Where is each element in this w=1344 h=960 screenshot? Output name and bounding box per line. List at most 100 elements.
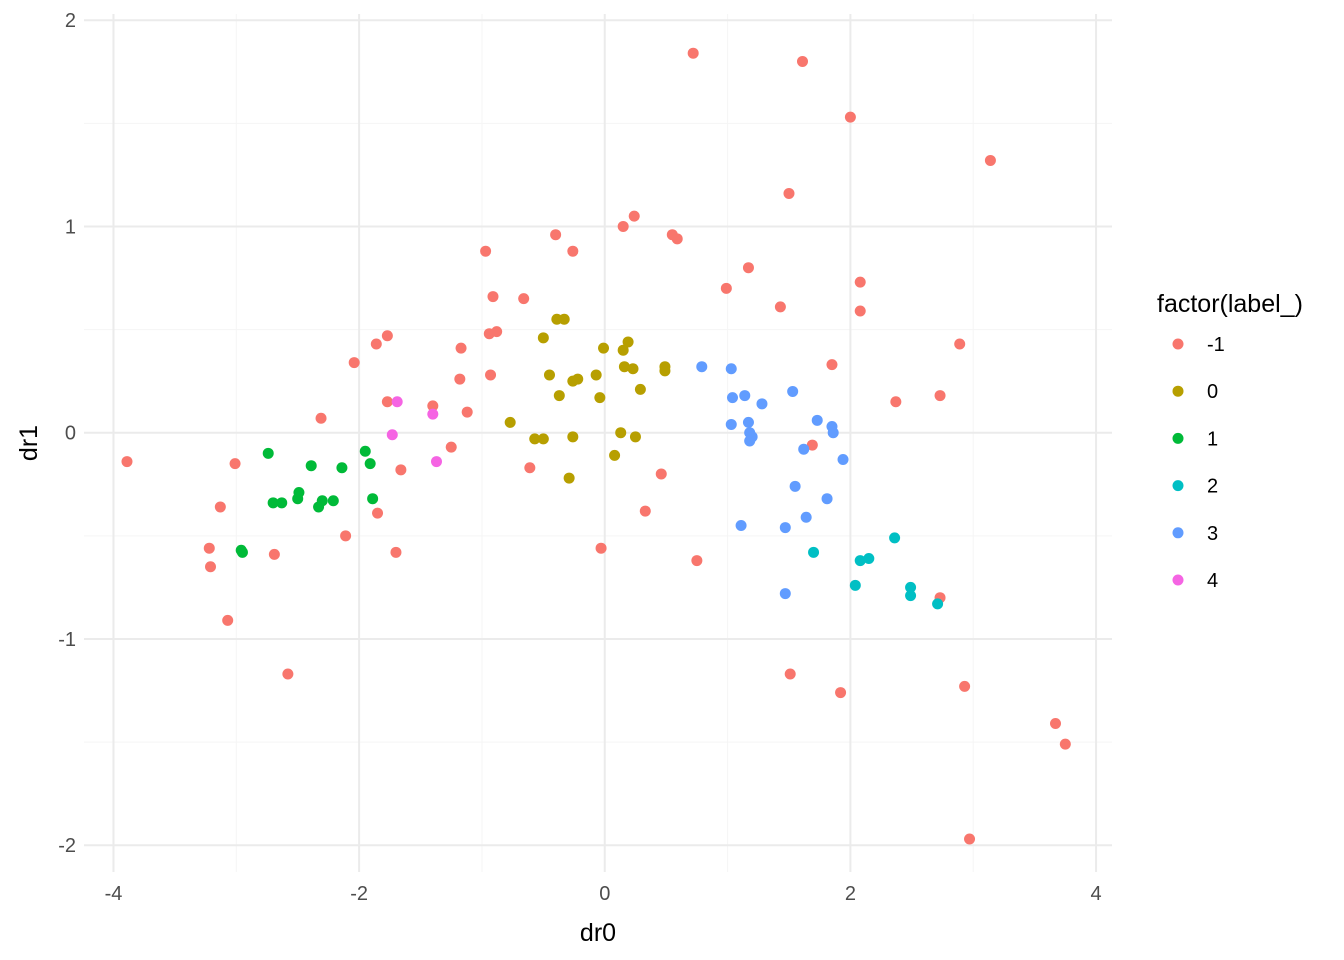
data-point--1 [480, 245, 492, 257]
data-point-3 [726, 392, 738, 404]
data-point-0 [567, 431, 579, 443]
data-point-3 [756, 398, 768, 410]
data-point--1 [454, 373, 466, 385]
data-point--1 [806, 439, 818, 451]
tick-labels: -4 -2 0 2 4 -2 -1 0 1 2 [58, 10, 1101, 905]
data-point--1 [964, 833, 976, 845]
data-point-1 [276, 497, 288, 509]
data-point-0 [618, 361, 630, 373]
y-tick-label: 1 [65, 216, 76, 238]
data-point--1 [835, 687, 847, 699]
data-point--1 [395, 464, 407, 476]
data-point-1 [367, 493, 379, 505]
data-point--1 [959, 680, 971, 692]
data-point-0 [598, 342, 610, 354]
data-point-0 [627, 363, 639, 375]
data-point--1 [671, 233, 683, 245]
data-point-0 [617, 344, 629, 356]
data-point--1 [854, 276, 866, 288]
data-point-2 [889, 532, 901, 544]
data-point--1 [655, 468, 667, 480]
legend-label: 3 [1207, 523, 1218, 545]
legend-key-2 [1172, 480, 1184, 492]
data-point-3 [744, 435, 756, 447]
x-tick-label: 4 [1090, 883, 1101, 905]
data-point--1 [595, 542, 607, 554]
legend-label: 0 [1207, 381, 1218, 403]
data-point-2 [932, 598, 944, 610]
data-point--1 [567, 245, 579, 257]
legend-label: 2 [1207, 476, 1218, 498]
legend-label: 4 [1207, 570, 1218, 592]
data-point--1 [372, 507, 384, 519]
legend-label: -1 [1207, 334, 1225, 356]
data-point--1 [455, 342, 467, 354]
data-point-1 [267, 497, 279, 509]
data-point-4 [427, 408, 439, 420]
data-point--1 [518, 293, 530, 305]
data-point-3 [798, 443, 810, 455]
legend-key-3 [1172, 527, 1184, 539]
data-point-0 [634, 383, 646, 395]
data-point--1 [381, 330, 393, 342]
data-point-2 [905, 590, 917, 602]
data-point-4 [391, 396, 403, 408]
data-point--1 [461, 406, 473, 418]
data-point--1 [639, 505, 651, 517]
data-point-2 [905, 581, 917, 593]
data-point--1 [203, 542, 215, 554]
data-point--1 [390, 546, 402, 558]
data-point--1 [774, 301, 786, 313]
data-point--1 [783, 187, 795, 199]
data-point-3 [725, 363, 737, 375]
legend-label: 1 [1207, 428, 1218, 450]
legend-key-4 [1172, 574, 1184, 586]
data-point--1 [121, 456, 133, 468]
y-tick-label: -1 [58, 629, 76, 651]
data-point--1 [844, 111, 856, 123]
data-point-3 [739, 390, 751, 402]
data-point-1 [305, 460, 317, 472]
x-axis-label: dr0 [580, 919, 616, 947]
data-point--1 [485, 369, 497, 381]
data-point--1 [784, 668, 796, 680]
legend-title: factor(label_) [1157, 290, 1303, 318]
data-point-0 [553, 390, 565, 402]
data-point-1 [292, 493, 304, 505]
data-point--1 [370, 338, 382, 350]
data-point--1 [340, 530, 352, 542]
data-point--1 [487, 291, 499, 303]
y-axis-label: dr1 [15, 425, 43, 461]
data-point-4 [430, 456, 442, 468]
data-point-1 [327, 495, 339, 507]
data-point-3 [696, 361, 708, 373]
data-point-0 [567, 375, 579, 387]
data-point-0 [543, 369, 555, 381]
x-tick-label: 2 [845, 883, 856, 905]
data-point--1 [524, 462, 536, 474]
data-point-1 [336, 462, 348, 474]
data-point--1 [205, 561, 217, 573]
data-point--1 [214, 501, 226, 513]
data-point--1 [617, 220, 629, 232]
data-point--1 [1059, 738, 1071, 750]
data-point-3 [821, 493, 833, 505]
data-point-1 [359, 445, 371, 457]
data-point--1 [381, 396, 393, 408]
data-point--1 [222, 614, 234, 626]
data-point--1 [348, 357, 360, 369]
data-point-0 [629, 431, 641, 443]
grid [84, 14, 1112, 872]
data-point-3 [827, 427, 839, 439]
data-point-2 [849, 579, 861, 591]
data-point-3 [789, 480, 801, 492]
data-point-3 [787, 385, 799, 397]
data-point--1 [742, 262, 754, 274]
data-point-4 [386, 429, 398, 441]
y-tick-label: 2 [65, 10, 76, 32]
data-point--1 [491, 326, 503, 338]
data-point--1 [796, 55, 808, 67]
data-point--1 [854, 305, 866, 317]
data-point--1 [550, 229, 562, 241]
